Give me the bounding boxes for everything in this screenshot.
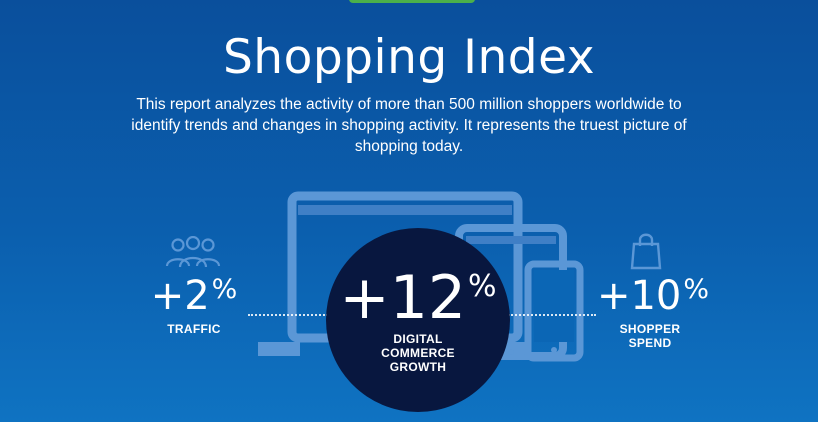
traffic-label: TRAFFIC [167,322,221,336]
shopper-spend-stat: +10% SHOPPER SPEND [590,276,716,350]
page-title: Shopping Index [222,30,596,85]
traffic-stat: +2% TRAFFIC [148,276,240,336]
spend-unit: % [683,274,710,305]
digital-label-line3: GROWTH [389,360,447,374]
top-tab[interactable] [349,0,475,3]
digital-label-line1: DIGITAL [393,332,443,346]
spend-label-line1: SHOPPER [619,322,681,336]
intro-text: This report analyzes the activity of mor… [131,96,687,155]
digital-commerce-unit: % [468,269,497,304]
digital-commerce-circle [326,228,510,412]
laptop-base-left [258,342,300,356]
shopping-bag-icon [630,233,662,270]
traffic-unit: % [211,274,238,305]
traffic-value: +2 [150,273,210,319]
connector-left [248,314,328,316]
digital-commerce-value: +12 [339,263,467,333]
phone-screen [534,270,574,342]
phone-icon [524,260,584,362]
laptop-screen-bar [298,205,512,215]
connector-right [508,314,596,316]
digital-label-line2: COMMERCE [381,346,455,360]
people-icon [165,236,221,268]
digital-commerce-stat: +12% DIGITAL COMMERCE GROWTH [326,268,510,374]
spend-value: +10 [596,273,682,319]
tablet-screen-bar [466,236,556,244]
spend-label-line2: SPEND [628,336,672,350]
